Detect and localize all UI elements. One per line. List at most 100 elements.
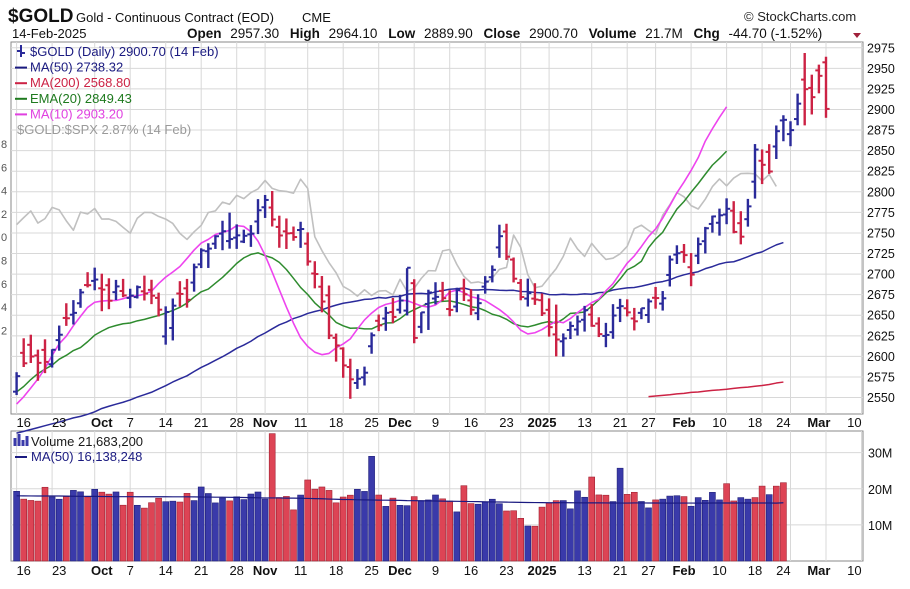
volume-bar xyxy=(311,488,319,562)
down-price-bar xyxy=(801,52,809,126)
volume-bar xyxy=(524,525,532,562)
volume-bar xyxy=(318,486,326,562)
volume-bar xyxy=(439,498,446,562)
volume-bar xyxy=(48,496,56,562)
stockcharts-credit: © StockCharts.com xyxy=(744,9,856,24)
volume-bar xyxy=(141,507,148,562)
volume-bar xyxy=(496,503,503,562)
volume-bar xyxy=(346,494,354,562)
low-value: 2889.90 xyxy=(424,26,473,41)
volume-bar xyxy=(148,502,155,562)
volume-bar xyxy=(744,498,752,562)
up-price-bar xyxy=(55,325,63,351)
price-tick-label: 2650 xyxy=(867,309,895,323)
up-price-bar xyxy=(13,372,21,396)
volume-bar xyxy=(105,493,113,562)
quote-stats: Open 2957.30 High 2964.10 Low 2889.90 Cl… xyxy=(187,26,822,41)
down-price-bar xyxy=(304,232,312,266)
down-price-bar xyxy=(41,339,49,374)
down-price-bar xyxy=(552,304,560,357)
up-price-bar xyxy=(360,366,369,386)
down-arrow-icon xyxy=(853,33,861,38)
volume-bar xyxy=(574,490,581,562)
up-price-bar xyxy=(368,332,376,354)
up-price-bar xyxy=(162,306,170,345)
date-tick-label: 25 xyxy=(364,563,378,578)
ratio-tick-label: 4 xyxy=(1,186,7,198)
close-value: 2900.70 xyxy=(529,26,578,41)
volume-bar xyxy=(155,497,162,562)
down-price-bar xyxy=(815,64,823,94)
volume-bar xyxy=(70,490,77,562)
volume-bar xyxy=(134,504,141,562)
volume-bar xyxy=(595,494,603,562)
volume-bar xyxy=(226,500,233,562)
date-tick-label: 28 xyxy=(229,415,243,430)
up-price-bar xyxy=(190,263,198,292)
down-price-bar xyxy=(439,281,447,302)
volume-bar xyxy=(659,498,667,562)
volume-tick-label: 30M xyxy=(868,447,892,461)
price-tick-label: 2700 xyxy=(867,268,895,282)
date-tick-label: 21 xyxy=(194,415,208,430)
date-tick-label: 28 xyxy=(229,563,243,578)
volume-bar xyxy=(446,500,454,562)
down-price-bar xyxy=(623,299,631,317)
volume-date-axis-labels: 16 23 Oct 7 14 21 28 Nov 11 18 25 Dec 9 16 23 2025 13 21 2… xyxy=(16,563,861,578)
price-tick-label: 2900 xyxy=(867,103,895,117)
volume-bar xyxy=(55,498,63,562)
volume-bar xyxy=(531,525,539,562)
date-tick-label: 16 xyxy=(464,563,478,578)
volume-bar xyxy=(410,496,418,562)
up-price-bar xyxy=(566,321,574,340)
date-tick-label: 25 xyxy=(364,415,378,430)
symbol-title: $GOLD xyxy=(8,6,73,27)
volume-bar xyxy=(297,494,304,562)
down-price-bar xyxy=(808,74,816,115)
down-price-bar xyxy=(119,278,127,298)
date-tick-label: 10 xyxy=(712,563,726,578)
volume-bar xyxy=(772,485,780,562)
ratio-tick-label: 6 xyxy=(1,279,7,291)
price-axis-labels: 2550 2575 2600 2625 2650 2675 2700 2725 2750 2775… xyxy=(867,41,895,405)
volume-bar xyxy=(212,502,219,562)
up-price-bar xyxy=(240,229,248,244)
ratio-tick-label: 4 xyxy=(1,302,7,314)
date-tick-label: Nov xyxy=(253,563,278,578)
volume-bar xyxy=(694,497,702,562)
price-legend: $GOLD (Daily) 2900.70 (14 Feb)MA(50) 273… xyxy=(15,44,219,137)
price-tick-label: 2925 xyxy=(867,82,895,96)
up-price-bar xyxy=(431,282,440,305)
volume-legend-icon xyxy=(21,440,25,446)
volume-axis-labels: 10M 20M 30M xyxy=(868,447,892,533)
volume-bar xyxy=(630,491,638,562)
ratio-tick-label: 8 xyxy=(1,256,7,268)
date-axis-labels: 16 23 Oct 7 14 21 28 Nov 11 18 25 Dec 9 16 23 2025 13 21 2… xyxy=(16,415,861,430)
down-price-bar xyxy=(630,307,638,331)
up-price-bar xyxy=(211,235,219,249)
date-tick-label: 14 xyxy=(158,563,172,578)
ratio-tick-label: 0 xyxy=(1,232,7,244)
ratio-tick-label: 6 xyxy=(1,162,7,174)
down-price-bar xyxy=(346,358,354,399)
volume-bar xyxy=(389,497,397,562)
up-price-bar xyxy=(396,294,404,314)
price-tick-label: 2625 xyxy=(867,329,895,343)
date-tick-label: 24 xyxy=(776,415,790,430)
down-price-bar xyxy=(545,298,553,337)
volume-bar xyxy=(545,502,553,562)
ratio-line xyxy=(16,172,777,297)
volume-bar xyxy=(730,500,738,562)
date-tick-label: Feb xyxy=(672,415,695,430)
legend-entry: MA(50) 2738.32 xyxy=(30,60,123,75)
price-tick-label: 2800 xyxy=(867,185,895,199)
up-price-bar xyxy=(69,300,77,325)
up-price-bar xyxy=(701,226,709,254)
volume-bar xyxy=(581,496,588,562)
down-price-bar xyxy=(339,347,347,378)
down-price-bar xyxy=(446,290,454,317)
volume-ma50-line xyxy=(16,495,784,504)
down-price-bar xyxy=(517,279,525,301)
volume-bar xyxy=(474,503,482,562)
